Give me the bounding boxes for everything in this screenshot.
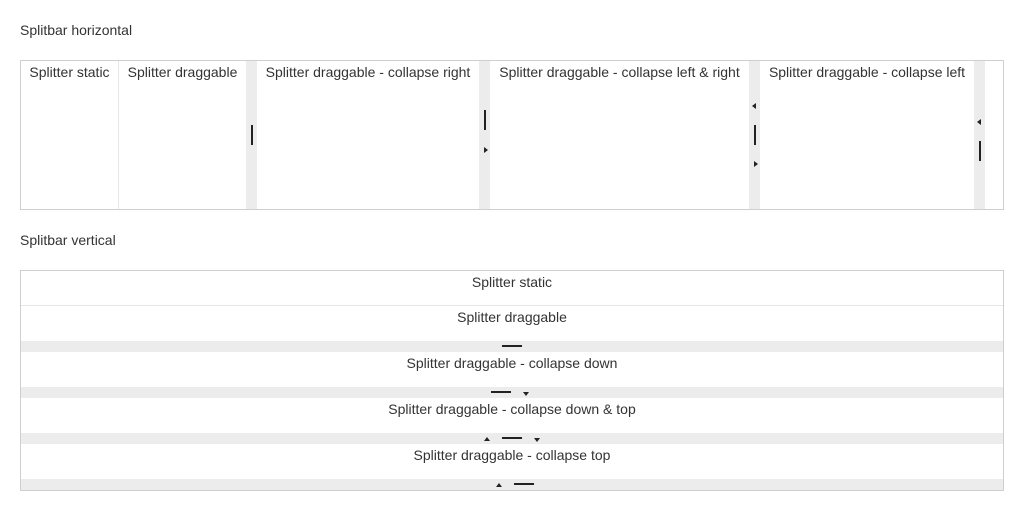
grip-icon: [979, 141, 981, 161]
v-pane-collapse-down-top: Splitter draggable - collapse down & top: [21, 398, 1003, 433]
triangle-up-icon: [484, 437, 490, 441]
grip-icon: [491, 391, 511, 393]
grip-icon: [251, 125, 253, 145]
h-pane-collapse-right-label: Splitter draggable - collapse right: [265, 64, 471, 80]
h-pane-collapse-left-right: Splitter draggable - collapse left & rig…: [490, 61, 749, 209]
h-pane-collapse-left-label: Splitter draggable - collapse left: [768, 64, 966, 80]
grip-icon: [484, 110, 486, 130]
h-pane-collapse-right: Splitter draggable - collapse right: [257, 61, 479, 209]
splitbar-vertical-title: Splitbar vertical: [20, 232, 116, 248]
collapse-right-button[interactable]: [750, 159, 760, 169]
v-pane-collapse-down: Splitter draggable - collapse down: [21, 352, 1003, 387]
v-pane-static: Splitter static: [21, 271, 1003, 305]
vertical-splitter-container: Splitter static Splitter draggable Split…: [20, 270, 1004, 491]
triangle-left-icon: [752, 103, 756, 109]
horizontal-splitter-container: Splitter static Splitter draggable Split…: [20, 60, 1004, 210]
v-pane-draggable-label: Splitter draggable: [457, 309, 567, 325]
triangle-right-icon: [484, 147, 488, 153]
triangle-down-icon: [523, 392, 529, 396]
h-pane-static: Splitter static: [21, 61, 118, 209]
collapse-left-button[interactable]: [975, 117, 985, 127]
v-pane-collapse-top: Splitter draggable - collapse top: [21, 444, 1003, 479]
collapse-up-button[interactable]: [482, 434, 492, 444]
h-splitbar-collapse-left-right[interactable]: [749, 61, 760, 209]
v-static-splitter: [21, 305, 1003, 306]
triangle-down-icon: [534, 438, 540, 442]
v-pane-collapse-top-label: Splitter draggable - collapse top: [413, 447, 611, 463]
grip-icon: [502, 345, 522, 347]
collapse-left-button[interactable]: [750, 101, 760, 111]
v-splitbar-collapse-down-top[interactable]: [21, 433, 1003, 444]
collapse-down-button[interactable]: [521, 388, 531, 398]
splitbar-horizontal-title: Splitbar horizontal: [20, 22, 133, 38]
v-pane-static-label: Splitter static: [471, 274, 553, 290]
v-pane-draggable: Splitter draggable: [21, 306, 1003, 341]
h-pane-collapse-left: Splitter draggable - collapse left: [760, 61, 974, 209]
grip-icon: [502, 437, 522, 439]
h-splitbar-collapse-right[interactable]: [479, 61, 490, 209]
h-pane-static-label: Splitter static: [29, 64, 110, 80]
h-splitbar-collapse-left[interactable]: [974, 61, 985, 209]
grip-icon: [754, 125, 756, 145]
grip-icon: [514, 483, 534, 485]
h-pane-draggable: Splitter draggable: [119, 61, 246, 209]
v-splitbar-collapse-down[interactable]: [21, 387, 1003, 398]
collapse-right-button[interactable]: [480, 145, 490, 155]
h-pane-collapsed-remainder: [985, 61, 1003, 209]
h-pane-collapse-left-right-label: Splitter draggable - collapse left & rig…: [499, 64, 740, 80]
collapse-down-button[interactable]: [532, 434, 542, 444]
h-static-splitter: [118, 61, 119, 209]
v-splitbar-collapse-top[interactable]: [21, 479, 1003, 490]
v-splitbar-draggable[interactable]: [21, 341, 1003, 352]
triangle-right-icon: [754, 161, 758, 167]
collapse-up-button[interactable]: [494, 480, 504, 490]
h-pane-draggable-label: Splitter draggable: [127, 64, 238, 80]
v-pane-collapse-down-top-label: Splitter draggable - collapse down & top: [388, 401, 636, 417]
triangle-left-icon: [977, 119, 981, 125]
v-pane-collapse-down-label: Splitter draggable - collapse down: [406, 355, 618, 371]
triangle-up-icon: [496, 483, 502, 487]
h-splitbar-draggable[interactable]: [246, 61, 257, 209]
